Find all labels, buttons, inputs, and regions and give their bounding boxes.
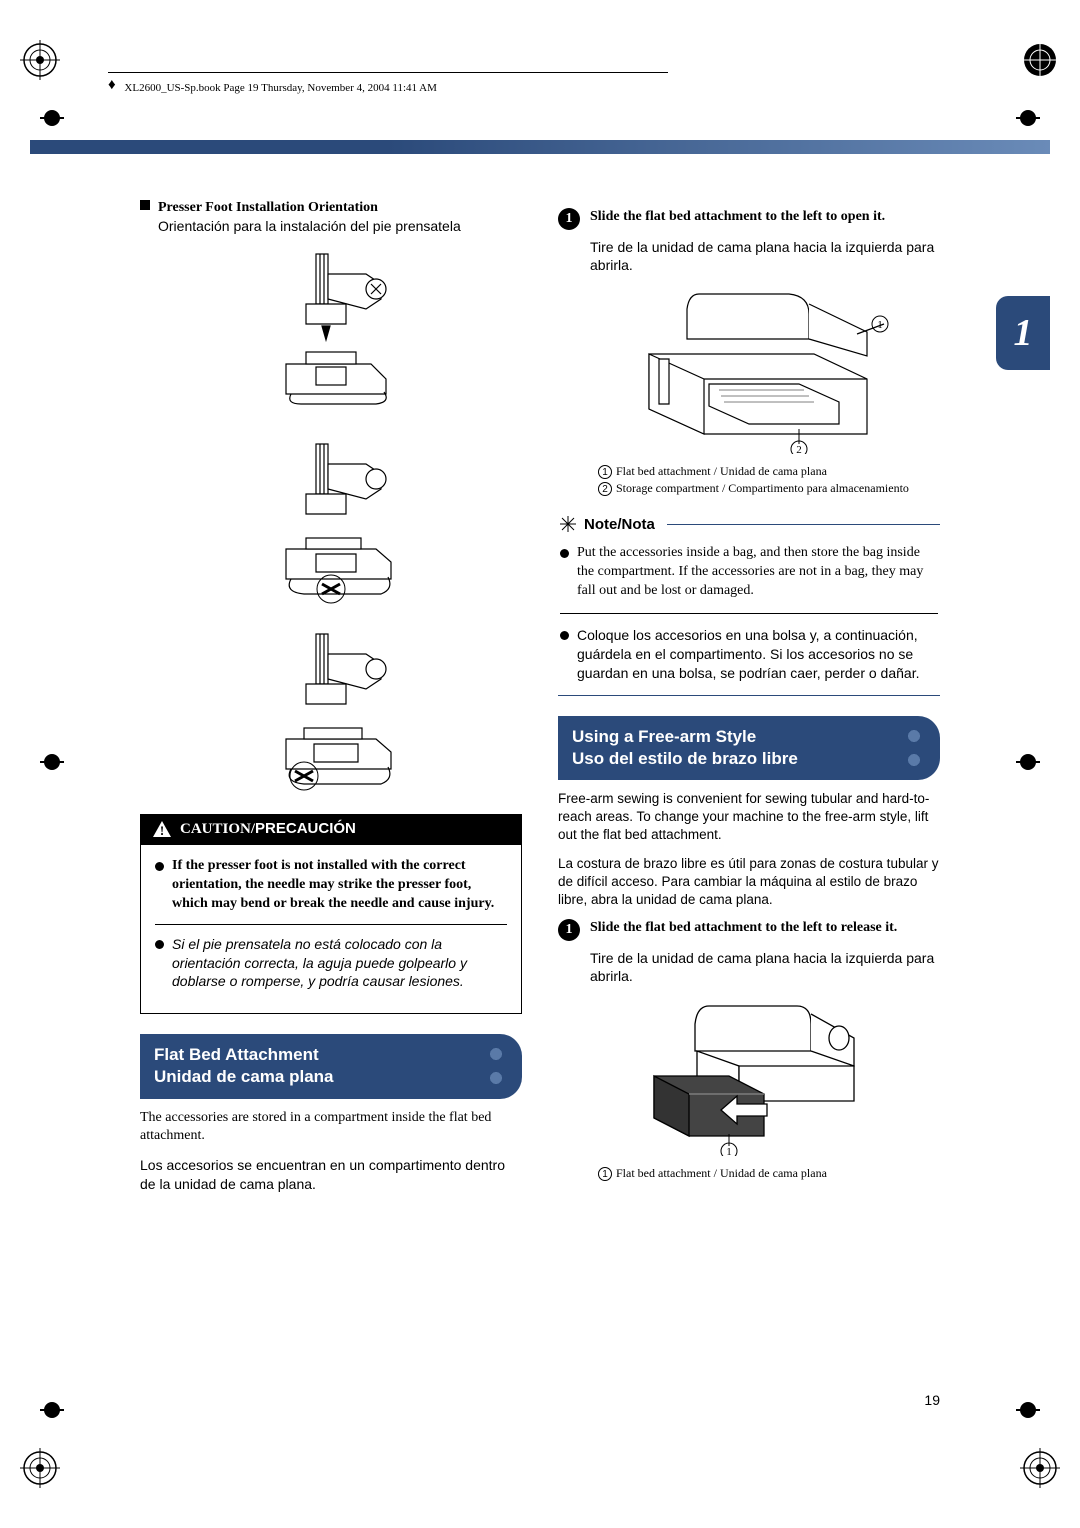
svg-text:!: ! (160, 823, 164, 838)
page-number: 19 (924, 1392, 940, 1408)
freearm-figure: 1 (558, 996, 940, 1156)
note-es: Coloque los accesorios en una bolsa y, a… (577, 626, 938, 683)
step-2-es: Tire de la unidad de cama plana hacia la… (590, 949, 940, 985)
figure-2-labels: 1Flat bed attachment / Unidad de cama pl… (598, 1166, 940, 1181)
presser-illus-2 (256, 434, 406, 604)
note-icon (558, 514, 578, 534)
crop-circle-icon (20, 40, 60, 80)
caution-text-en: If the presser foot is not installed wit… (172, 857, 507, 914)
note-en: Put the accessories inside a bag, and th… (577, 544, 938, 601)
flatbed-body-en: The accessories are stored in a compartm… (140, 1109, 522, 1147)
presser-illus-3 (256, 624, 406, 794)
left-column: Presser Foot Installation Orientation Or… (140, 200, 522, 1204)
freearm-heading: Using a Free-arm Style Uso del estilo de… (558, 716, 940, 780)
reg-mark-icon (40, 750, 64, 774)
chapter-tab: 1 (996, 296, 1050, 370)
note-heading: Note/Nota (558, 514, 940, 534)
step-1-es: Tire de la unidad de cama plana hacia la… (590, 238, 940, 274)
reg-mark-icon (40, 106, 64, 130)
note-box: Put the accessories inside a bag, and th… (558, 534, 940, 695)
presser-heading-en: Presser Foot Installation Orientation (140, 200, 522, 216)
crop-circle-icon (1020, 1448, 1060, 1488)
reg-mark-icon (1016, 750, 1040, 774)
crop-circle-icon (20, 1448, 60, 1488)
step-number-icon: 1 (558, 208, 580, 230)
svg-text:1: 1 (877, 319, 883, 331)
reg-mark-icon (40, 1398, 64, 1422)
flatbed-body-es: Los accesorios se encuentran en un compa… (140, 1156, 522, 1194)
crop-circle-icon (1020, 40, 1060, 80)
caution-box: If the presser foot is not installed wit… (140, 844, 522, 1014)
color-band (30, 140, 1050, 154)
caution-header: ! CAUTION/PRECAUCIÓN (140, 814, 522, 844)
presser-illus-1 (256, 244, 406, 414)
presser-heading-es: Orientación para la instalación del pie … (158, 218, 522, 234)
step-2: 1 Slide the flat bed attachment to the l… (558, 919, 940, 941)
svg-text:2: 2 (796, 444, 802, 454)
step-number-icon: 1 (558, 919, 580, 941)
reg-mark-icon (1016, 106, 1040, 130)
freearm-body-es: La costura de brazo libre es útil para z… (558, 855, 940, 910)
caution-text-es: Si el pie prensatela no está colocado co… (172, 935, 507, 992)
reg-mark-icon (1016, 1398, 1040, 1422)
freearm-body-en: Free-arm sewing is convenient for sewing… (558, 790, 940, 845)
flatbed-heading: Flat Bed Attachment Unidad de cama plana (140, 1034, 522, 1098)
flatbed-figure-1: 1 2 (558, 284, 940, 454)
svg-text:1: 1 (726, 1146, 732, 1156)
right-column: 1 Slide the flat bed attachment to the l… (558, 200, 940, 1204)
presser-illustrations (140, 244, 522, 794)
figure-1-labels: 1Flat bed attachment / Unidad de cama pl… (598, 464, 940, 496)
header-text: XL2600_US-Sp.book Page 19 Thursday, Nove… (124, 82, 436, 94)
step-1: 1 Slide the flat bed attachment to the l… (558, 208, 940, 230)
warning-icon: ! (152, 820, 172, 838)
print-header: ♦ XL2600_US-Sp.book Page 19 Thursday, No… (108, 72, 668, 94)
